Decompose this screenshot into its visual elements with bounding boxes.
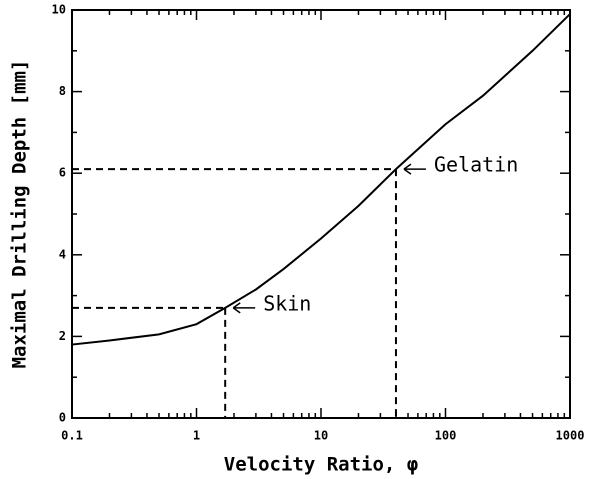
y-tick-label: 8	[59, 84, 66, 98]
x-tick-label: 1	[193, 429, 200, 443]
y-tick-label: 0	[59, 411, 66, 425]
x-tick-label: 100	[435, 429, 457, 443]
x-axis-label: Velocity Ratio, φ	[224, 454, 418, 476]
annotation-arrow	[232, 302, 256, 314]
annotation-label: Gelatin	[434, 153, 518, 177]
y-tick-label: 2	[59, 329, 66, 343]
y-tick-label: 6	[59, 166, 66, 180]
x-tick-label: 10	[314, 429, 328, 443]
x-tick-label: 1000	[556, 429, 585, 443]
y-tick-label: 4	[59, 247, 66, 261]
plot-frame	[71, 9, 571, 419]
y-tick-label: 10	[52, 3, 66, 17]
annotation-label: Skin	[263, 291, 311, 315]
annotation-arrow	[403, 163, 426, 175]
y-axis-label: Maximal Drilling Depth [mm]	[9, 60, 31, 369]
data-line	[71, 13, 571, 346]
x-tick-label: 0.1	[61, 429, 83, 443]
